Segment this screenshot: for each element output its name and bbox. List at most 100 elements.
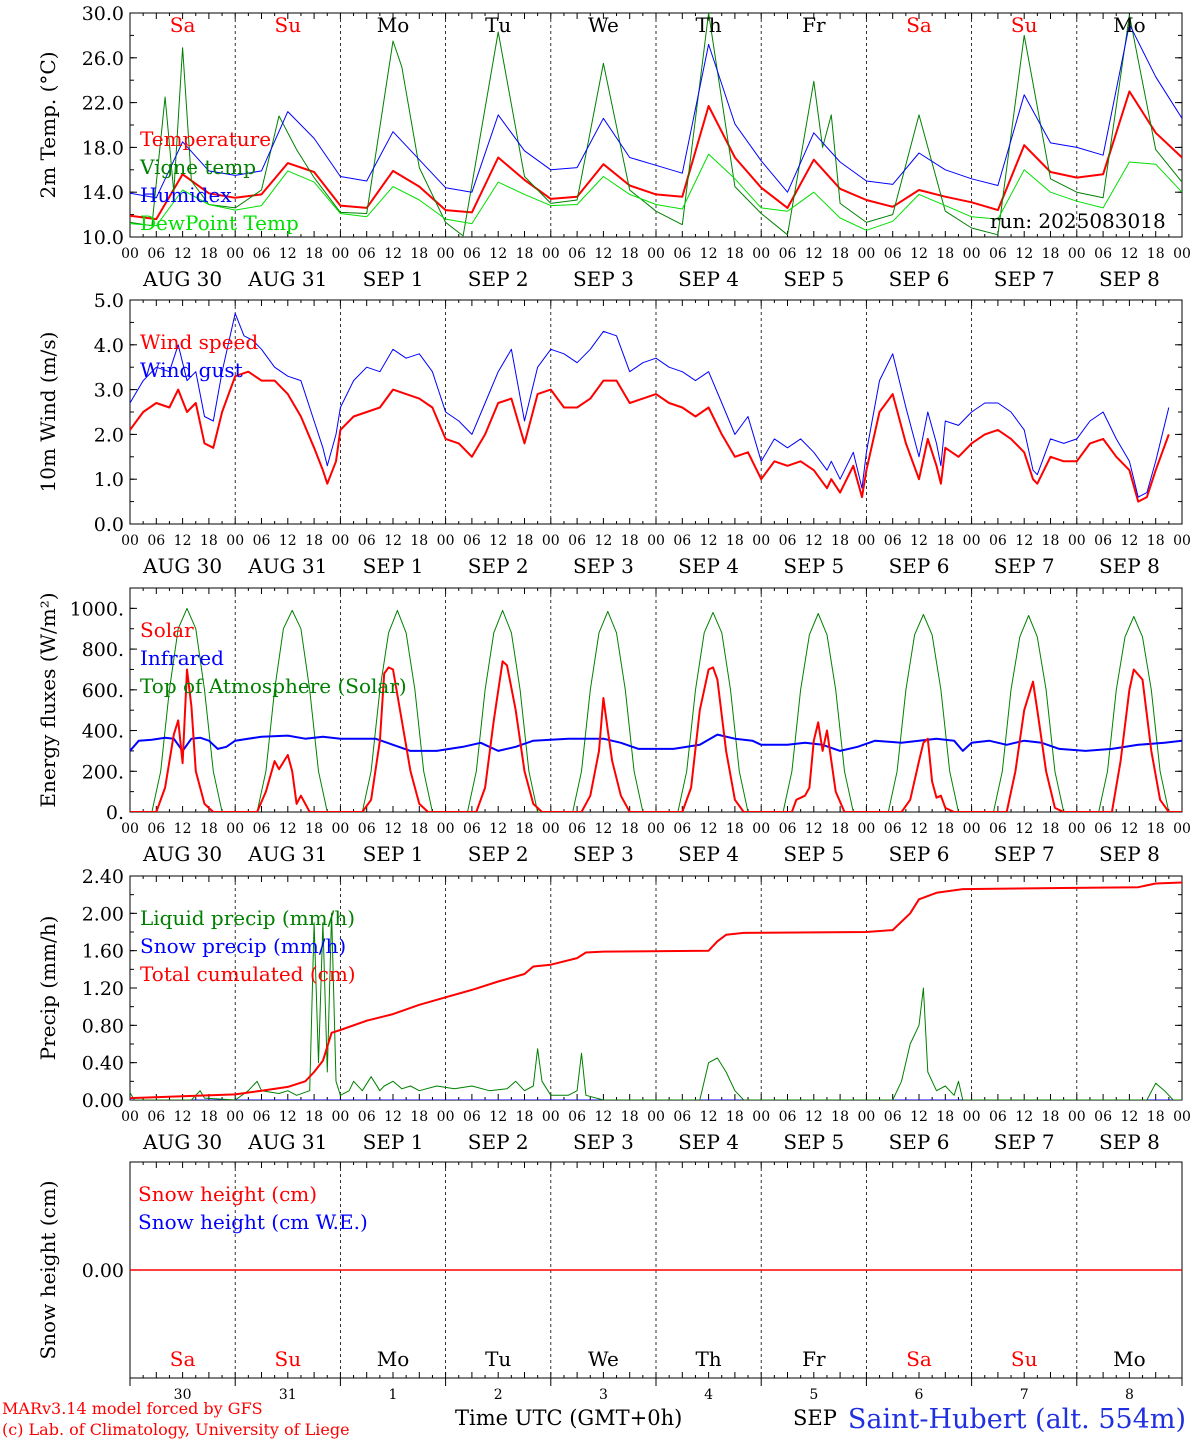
hour-tick-label: 12 bbox=[805, 821, 823, 837]
hour-tick-label: 00 bbox=[542, 821, 560, 837]
legend-entry: Infrared bbox=[140, 646, 224, 670]
panel-precip: 0.00 0.40 0.80 1.20 1.60 2.00 2.40 Precip (mm/h… bbox=[36, 866, 1191, 1154]
day-number-label: 3 bbox=[599, 1387, 608, 1403]
day-abbr-label: Sa bbox=[170, 13, 196, 37]
hour-tick-label: 06 bbox=[779, 1109, 797, 1125]
y-tick-label: 30.0 bbox=[82, 3, 124, 25]
legend-entry: DewPoint Temp bbox=[140, 211, 299, 235]
hour-tick-label: 12 bbox=[384, 1109, 402, 1125]
series-line-wind-speed bbox=[130, 370, 1170, 503]
plot-frame bbox=[129, 587, 1183, 813]
hour-tick-label: 12 bbox=[1120, 821, 1138, 837]
date-label: SEP 2 bbox=[468, 554, 529, 578]
date-label: SEP 4 bbox=[678, 842, 739, 866]
day-abbr-label: Sa bbox=[906, 1347, 932, 1371]
date-label: SEP 5 bbox=[783, 1130, 844, 1154]
legend-entry: Top of Atmosphere (Solar) bbox=[140, 674, 407, 698]
hour-tick-label: 06 bbox=[1094, 1109, 1112, 1125]
hour-tick-label: 18 bbox=[831, 1109, 849, 1125]
hour-tick-label: 00 bbox=[542, 533, 560, 549]
day-number-label: 30 bbox=[174, 1387, 192, 1403]
day-number-label: 31 bbox=[279, 1387, 297, 1403]
day-abbr-label: Su bbox=[275, 1347, 302, 1371]
hour-tick-label: 12 bbox=[700, 246, 718, 262]
date-label: SEP 6 bbox=[889, 842, 950, 866]
hour-tick-label: 18 bbox=[200, 246, 218, 262]
y-tick-label: 4.0 bbox=[94, 335, 124, 357]
hour-tick-label: 06 bbox=[568, 246, 586, 262]
y-tick-label: 1.60 bbox=[82, 941, 124, 963]
y-tick-label: 600. bbox=[82, 680, 124, 702]
legend-entry: Total cumulated (cm) bbox=[140, 962, 356, 986]
hour-tick-label: 00 bbox=[752, 246, 770, 262]
date-label: AUG 31 bbox=[247, 1130, 327, 1154]
hour-tick-label: 00 bbox=[647, 1109, 665, 1125]
hour-tick-label: 00 bbox=[1173, 246, 1191, 262]
hour-tick-label: 12 bbox=[1015, 821, 1033, 837]
hour-tick-label: 00 bbox=[963, 246, 981, 262]
hour-tick-label: 12 bbox=[1015, 246, 1033, 262]
date-label: SEP 8 bbox=[1099, 554, 1160, 578]
hour-tick-label: 00 bbox=[121, 1109, 139, 1125]
hour-tick-label: 00 bbox=[1068, 246, 1086, 262]
hour-tick-label: 18 bbox=[936, 533, 954, 549]
y-axis-label: 10m Wind (m/s) bbox=[36, 332, 60, 493]
y-tick-label: 0.00 bbox=[82, 1260, 124, 1282]
hour-tick-label: 06 bbox=[358, 1109, 376, 1125]
date-label: SEP 7 bbox=[994, 842, 1055, 866]
legend-entry: Liquid precip (mm/h) bbox=[140, 906, 355, 930]
hour-tick-label: 18 bbox=[200, 1109, 218, 1125]
hour-tick-label: 00 bbox=[752, 821, 770, 837]
date-label: SEP 5 bbox=[783, 554, 844, 578]
date-label: SEP 2 bbox=[468, 1130, 529, 1154]
y-tick-label: 200. bbox=[82, 761, 124, 783]
hour-tick-label: 06 bbox=[147, 533, 165, 549]
hour-tick-label: 00 bbox=[121, 821, 139, 837]
y-tick-label: 3.0 bbox=[94, 380, 124, 402]
hour-tick-label: 18 bbox=[621, 1109, 639, 1125]
hour-tick-label: 18 bbox=[1042, 246, 1060, 262]
series-line-solar bbox=[130, 660, 1182, 812]
series-line-humidex bbox=[130, 23, 1182, 199]
hour-tick-label: 12 bbox=[384, 533, 402, 549]
hour-tick-label: 06 bbox=[989, 1109, 1007, 1125]
hour-tick-label: 06 bbox=[989, 246, 1007, 262]
hour-tick-label: 06 bbox=[463, 1109, 481, 1125]
hour-tick-label: 18 bbox=[726, 533, 744, 549]
hour-tick-label: 00 bbox=[437, 533, 455, 549]
hour-tick-label: 18 bbox=[621, 821, 639, 837]
series-line-top-of-atmosphere-solar- bbox=[130, 607, 1182, 812]
day-abbr-label: Th bbox=[695, 13, 721, 37]
hour-tick-label: 06 bbox=[358, 821, 376, 837]
date-label: SEP 6 bbox=[889, 554, 950, 578]
run-label: run: 2025083018 bbox=[990, 209, 1166, 233]
legend-entry: Wind speed bbox=[140, 330, 258, 354]
hour-tick-label: 18 bbox=[1042, 1109, 1060, 1125]
hour-tick-label: 18 bbox=[305, 1109, 323, 1125]
hour-tick-label: 00 bbox=[226, 821, 244, 837]
hour-tick-label: 18 bbox=[516, 533, 534, 549]
plot-frame bbox=[129, 12, 1183, 238]
date-label: SEP 3 bbox=[573, 554, 634, 578]
y-axis-label: Energy fluxes (W/m²) bbox=[36, 592, 60, 807]
date-label: SEP 1 bbox=[363, 1130, 424, 1154]
panel-flux: 0. 200. 400. 600. 800. 1000. Energy fluxes (W/… bbox=[36, 587, 1191, 866]
hour-tick-label: 06 bbox=[884, 1109, 902, 1125]
hour-tick-label: 18 bbox=[726, 821, 744, 837]
date-label: SEP 1 bbox=[363, 554, 424, 578]
series-line-dewpoint-temp bbox=[130, 153, 1182, 231]
hour-tick-label: 00 bbox=[963, 1109, 981, 1125]
hour-tick-label: 12 bbox=[384, 246, 402, 262]
hour-tick-label: 00 bbox=[647, 533, 665, 549]
day-abbr-label: Fr bbox=[802, 13, 826, 37]
day-abbr-label: We bbox=[588, 1347, 619, 1371]
hour-tick-label: 06 bbox=[147, 821, 165, 837]
hour-tick-label: 18 bbox=[621, 246, 639, 262]
date-label: AUG 30 bbox=[142, 1130, 222, 1154]
hour-tick-label: 12 bbox=[489, 821, 507, 837]
hour-tick-label: 06 bbox=[253, 821, 271, 837]
series-line-wind-gust bbox=[130, 312, 1170, 498]
day-abbr-label: Su bbox=[1011, 13, 1038, 37]
hour-tick-label: 06 bbox=[673, 533, 691, 549]
date-label: SEP 1 bbox=[363, 842, 424, 866]
